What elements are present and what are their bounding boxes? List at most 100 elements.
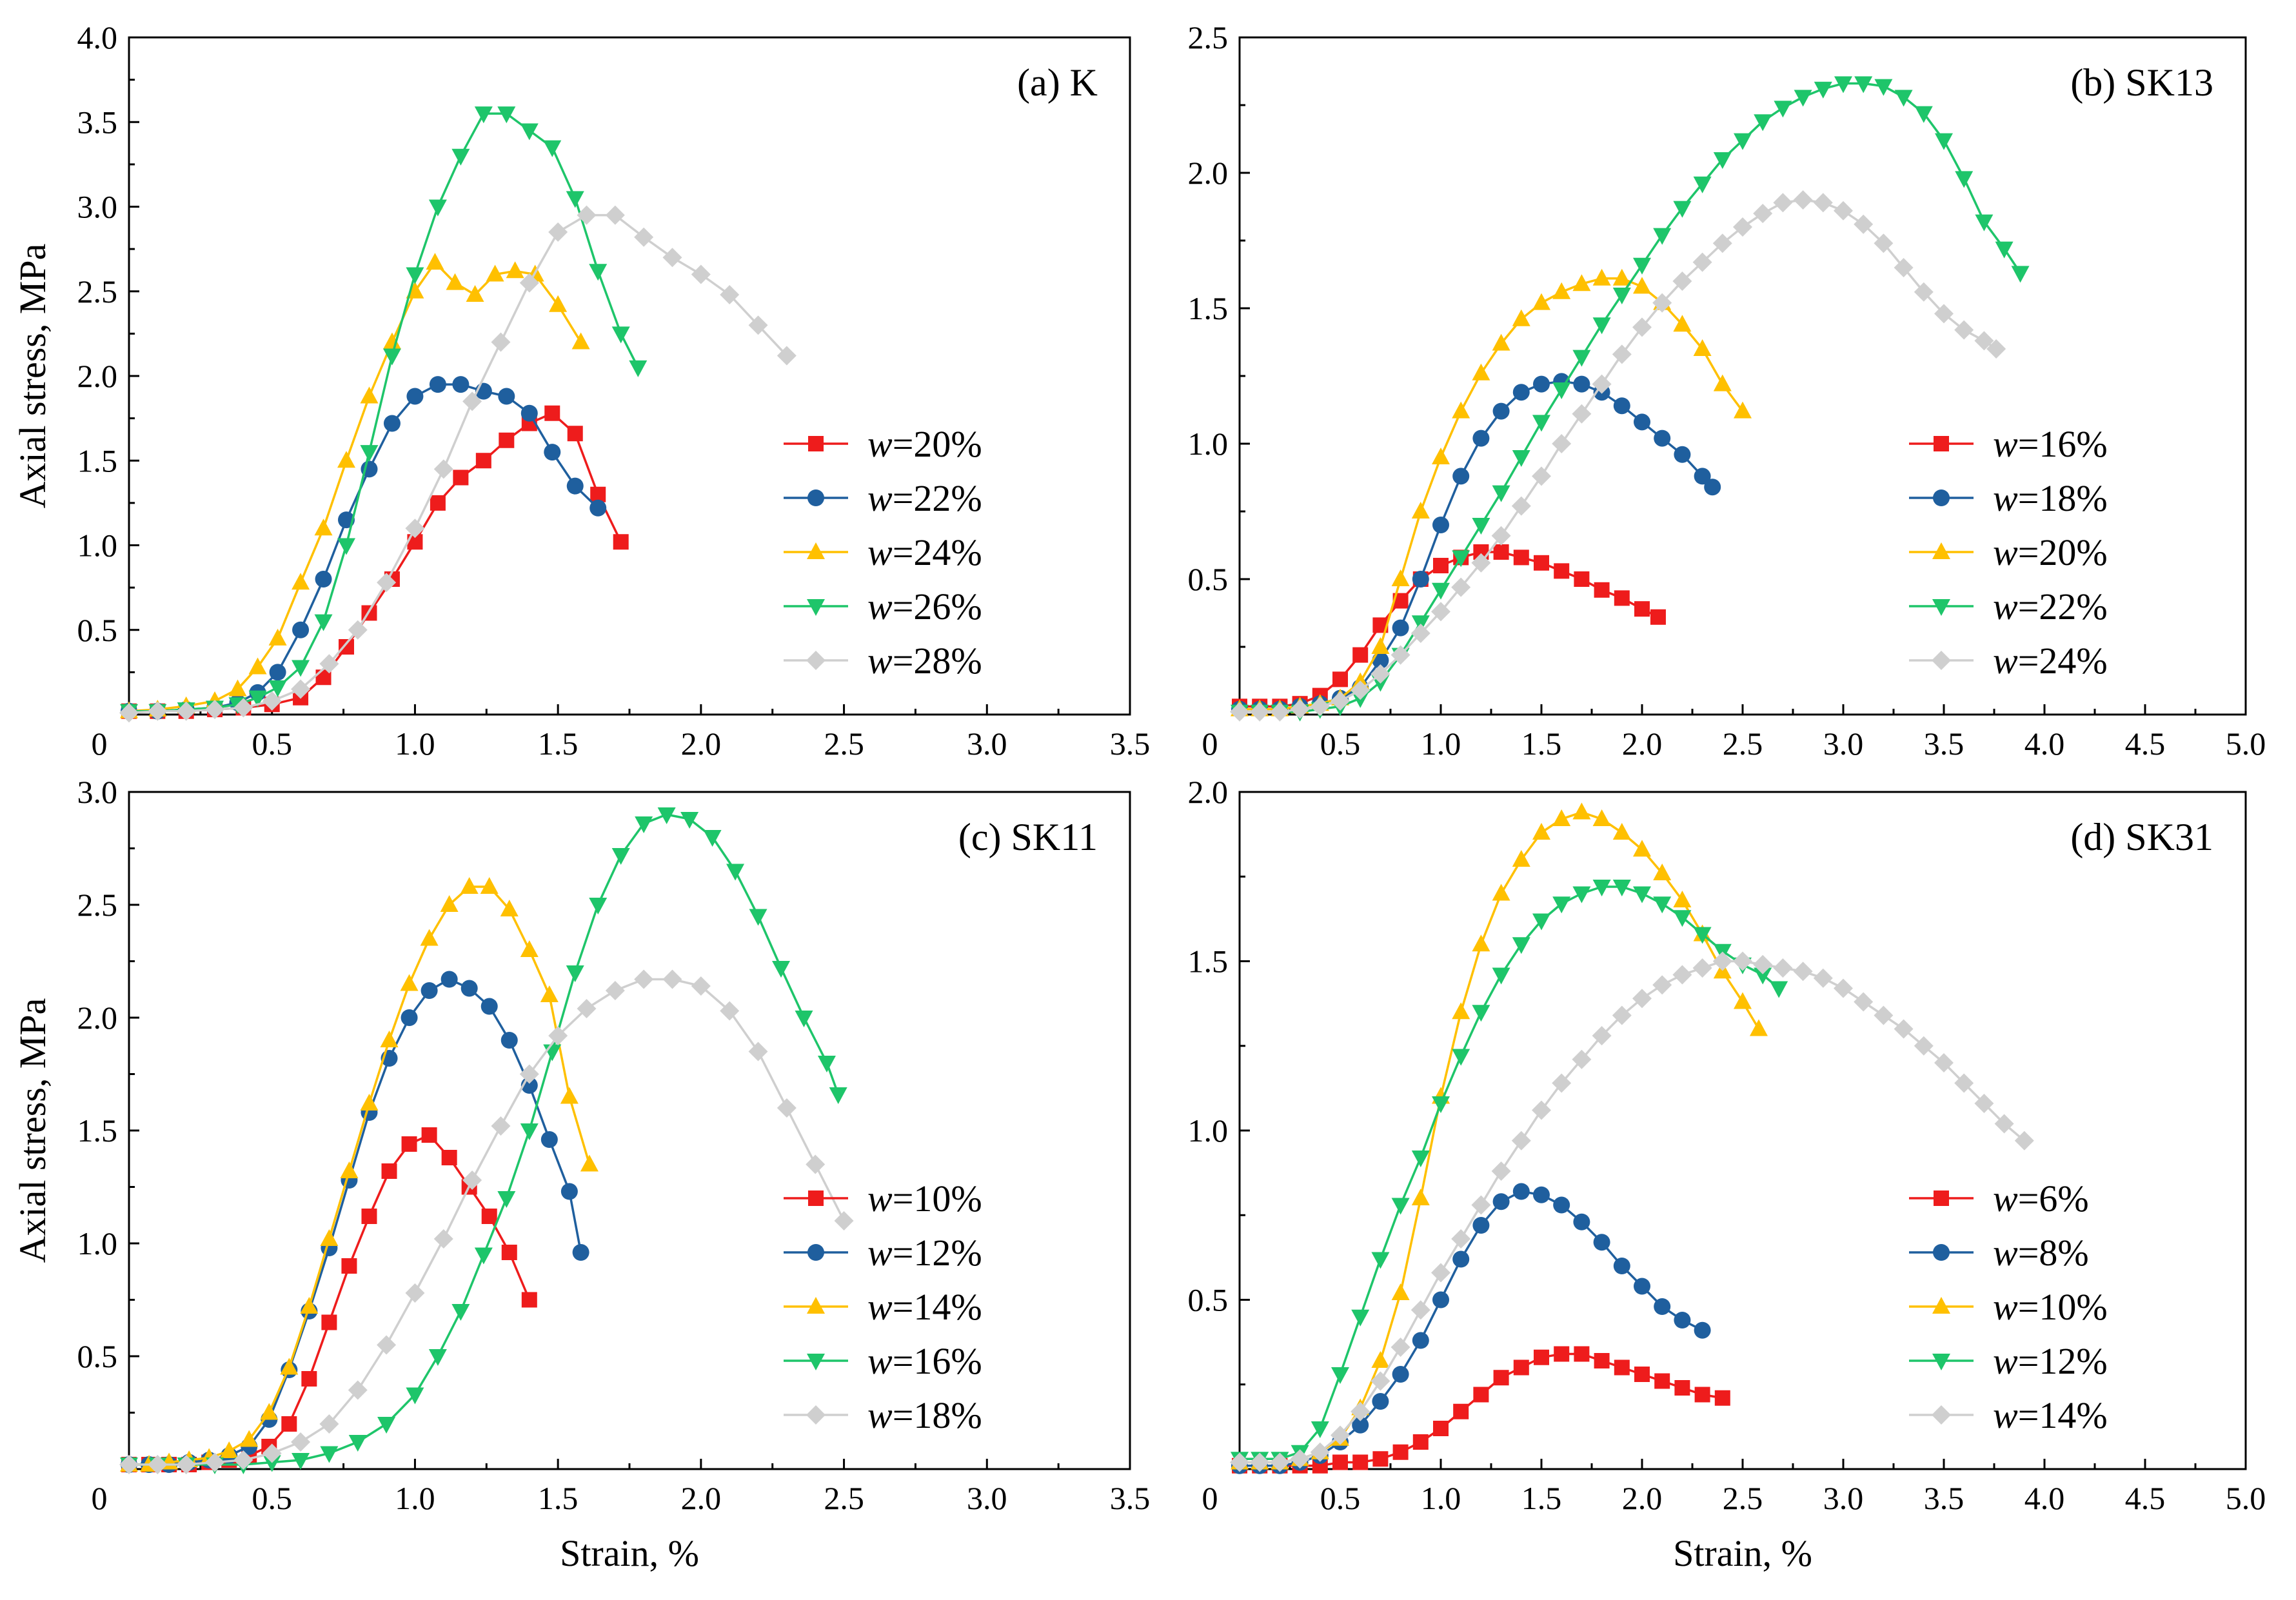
origin-label: 0 xyxy=(1202,726,1218,762)
data-point xyxy=(269,664,286,681)
legend-item: w=24% xyxy=(1909,640,2108,682)
data-point xyxy=(148,701,168,721)
data-point xyxy=(1372,1393,1389,1410)
data-point xyxy=(1813,193,1833,213)
data-point xyxy=(1754,967,1772,985)
data-point xyxy=(360,386,379,404)
data-point xyxy=(1533,1186,1550,1203)
series-line xyxy=(129,112,639,713)
series-w14 xyxy=(1230,951,2034,1472)
data-point xyxy=(1986,339,2006,359)
series-w6 xyxy=(1232,1346,1730,1474)
data-point xyxy=(451,148,470,166)
data-point xyxy=(634,227,654,247)
data-point xyxy=(361,1209,377,1224)
data-point xyxy=(680,812,699,829)
data-point xyxy=(605,205,625,225)
data-point xyxy=(1492,333,1510,351)
data-point xyxy=(480,877,499,894)
series-w8 xyxy=(1231,1183,1711,1474)
data-point xyxy=(520,1123,539,1140)
legend-label: w=20% xyxy=(867,423,982,465)
series-w24 xyxy=(120,253,590,718)
series-w12 xyxy=(121,971,589,1473)
legend-item: w=20% xyxy=(784,423,982,465)
x-tick-label: 4.5 xyxy=(2125,726,2166,762)
data-point xyxy=(1653,864,1672,880)
x-tick-label: 2.0 xyxy=(1622,726,1663,762)
data-point xyxy=(1692,958,1712,978)
data-point xyxy=(430,495,446,511)
data-point xyxy=(1673,315,1692,332)
data-point xyxy=(1392,619,1409,637)
x-tick-label: 1.0 xyxy=(1421,1480,1461,1516)
data-point xyxy=(1250,702,1270,722)
data-point xyxy=(520,940,539,957)
panel-a: 0.5 1.0 1.5 2.0 2.5 3.0 3.5 0.5 1.0 1.5 2.0 2.5 3.0 3… xyxy=(12,19,1150,762)
data-point xyxy=(1693,176,1712,193)
data-point xyxy=(1935,133,1953,150)
data-point xyxy=(260,1403,279,1420)
data-point xyxy=(1793,962,1813,982)
data-point xyxy=(1712,233,1732,253)
data-point xyxy=(486,264,504,282)
y-tick-label: 0.5 xyxy=(1188,561,1229,597)
data-point xyxy=(1674,1380,1690,1396)
data-point xyxy=(314,614,333,631)
data-point xyxy=(1654,1298,1671,1315)
data-point xyxy=(1592,880,1611,896)
data-point xyxy=(1633,257,1651,275)
data-point xyxy=(501,1245,517,1260)
data-point xyxy=(1432,1096,1450,1113)
data-point xyxy=(119,703,139,723)
data-point xyxy=(1472,1005,1490,1022)
legend-marker xyxy=(1932,1297,1950,1314)
data-point xyxy=(381,1163,397,1179)
data-point xyxy=(292,621,310,638)
legend-item: w=26% xyxy=(784,586,982,627)
data-point xyxy=(406,267,424,284)
legend-label: w=20% xyxy=(1993,531,2108,573)
data-point xyxy=(1712,951,1732,971)
data-point xyxy=(1974,1094,1994,1113)
data-point xyxy=(795,1011,813,1027)
data-point xyxy=(1714,1390,1730,1406)
data-point xyxy=(1352,1416,1369,1434)
x-tick-label: 2.5 xyxy=(824,726,864,762)
data-point xyxy=(1773,958,1793,978)
legend-label: w=24% xyxy=(1993,640,2108,682)
legend-label: w=8% xyxy=(1993,1232,2089,1274)
legend-item: w=8% xyxy=(1909,1232,2089,1274)
data-point xyxy=(1411,1151,1430,1167)
legend-label: w=14% xyxy=(1993,1394,2108,1436)
data-point xyxy=(1693,339,1712,356)
data-point xyxy=(462,391,482,411)
data-point xyxy=(462,1170,482,1190)
series-line xyxy=(1240,277,1744,711)
y-tick-label: 2.0 xyxy=(77,358,118,394)
data-point xyxy=(421,1127,437,1143)
data-point xyxy=(1854,992,1874,1012)
series-line xyxy=(1240,811,1760,1464)
data-point xyxy=(1773,193,1793,213)
data-point xyxy=(401,1136,417,1152)
data-point xyxy=(571,332,590,350)
data-point xyxy=(1452,468,1470,485)
legend: w=6% w=8% w=10% w=12% w=14% xyxy=(1909,1178,2108,1436)
legend-label: w=18% xyxy=(867,1394,982,1436)
data-point xyxy=(1734,133,1752,150)
data-point xyxy=(1592,374,1612,394)
data-point xyxy=(1672,272,1692,291)
data-point xyxy=(520,123,539,141)
x-axis-title: Strain, % xyxy=(1673,1532,1812,1574)
legend-item: w=12% xyxy=(784,1232,982,1274)
data-point xyxy=(268,628,287,646)
legend-item: w=20% xyxy=(1909,531,2108,573)
y-tick-label: 1.0 xyxy=(1188,1112,1229,1149)
data-point xyxy=(1532,1100,1551,1120)
data-point xyxy=(703,830,722,847)
data-point xyxy=(405,519,425,538)
data-point xyxy=(635,816,653,833)
data-point xyxy=(691,264,711,284)
data-point xyxy=(1331,691,1350,711)
